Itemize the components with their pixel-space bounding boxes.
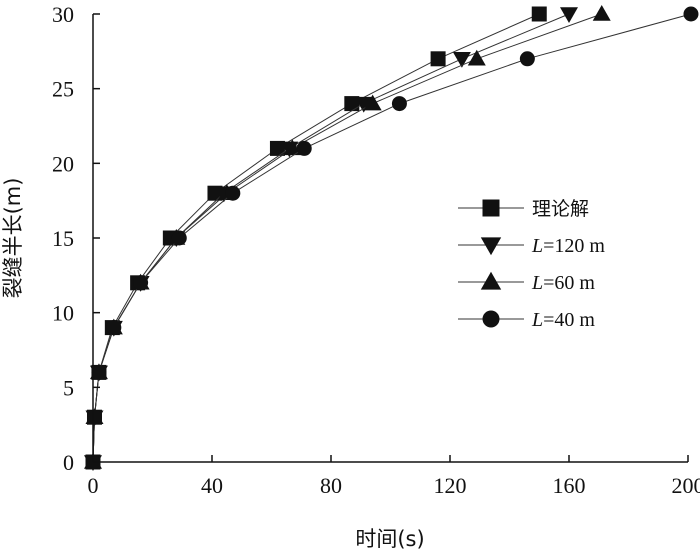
legend-marker [482,310,500,328]
data-point [269,140,285,156]
data-point [283,139,302,156]
data-point [519,51,535,67]
legend-marker [482,199,500,217]
data-point [391,96,407,112]
series-line [92,13,540,463]
legend-item: 理论解 [458,198,589,220]
x-tick-label: 0 [88,473,99,498]
legend-label-rest: =40 m [543,309,595,331]
y-tick-label: 0 [63,450,74,475]
x-tick-label: 120 [434,473,467,498]
data-point [296,140,312,156]
data-point [683,6,699,22]
legend-label-rest: =120 m [543,235,605,257]
x-tick-label: 200 [672,473,700,498]
data-point [133,275,149,291]
legend-label: L=40 m [531,309,595,331]
legend-item: L=120 m [458,235,605,257]
legend-label-italic: L [531,309,543,331]
y-tick-label: 20 [52,151,74,176]
data-point [354,96,373,113]
data-point [531,6,547,22]
data-point [430,51,446,67]
data-point [452,52,471,68]
data-point [344,96,360,112]
ticks-layer: 0 40 80 120 160 200 0 5 10 15 20 25 30 [52,2,700,498]
y-tick-label: 30 [52,2,74,27]
y-tick-label: 15 [52,226,74,251]
y-tick-label: 10 [52,301,74,326]
data-point [91,364,107,380]
legend-label-italic: L [531,235,543,257]
data-point [171,230,187,246]
data-point [363,94,382,111]
legend-label: 理论解 [532,198,589,220]
series-layer [84,5,699,471]
series-3 [85,6,699,470]
y-tick-label: 5 [63,375,74,400]
x-tick-label: 80 [320,473,342,498]
legend-label-italic: L [531,272,543,294]
data-point [225,185,241,201]
data-point [560,7,578,23]
series-1 [84,7,578,471]
data-point [86,409,102,425]
legend-item: L=40 m [458,309,595,331]
x-tick-label: 160 [553,473,586,498]
data-point [467,49,486,66]
y-axis-title: 裂缝半长(m) [1,178,25,299]
x-tick-label: 40 [201,473,223,498]
data-point [106,320,122,336]
legend-marker [480,237,502,256]
legend-label-rest: =60 m [543,272,595,294]
legend-marker [480,271,502,290]
y-tick-label: 25 [52,77,74,102]
legend-label: L=120 m [531,235,605,257]
legend-label: L=60 m [531,272,595,294]
data-point [592,5,611,21]
legend-item: L=60 m [458,271,595,294]
x-axis-title: 时间(s) [355,527,424,551]
